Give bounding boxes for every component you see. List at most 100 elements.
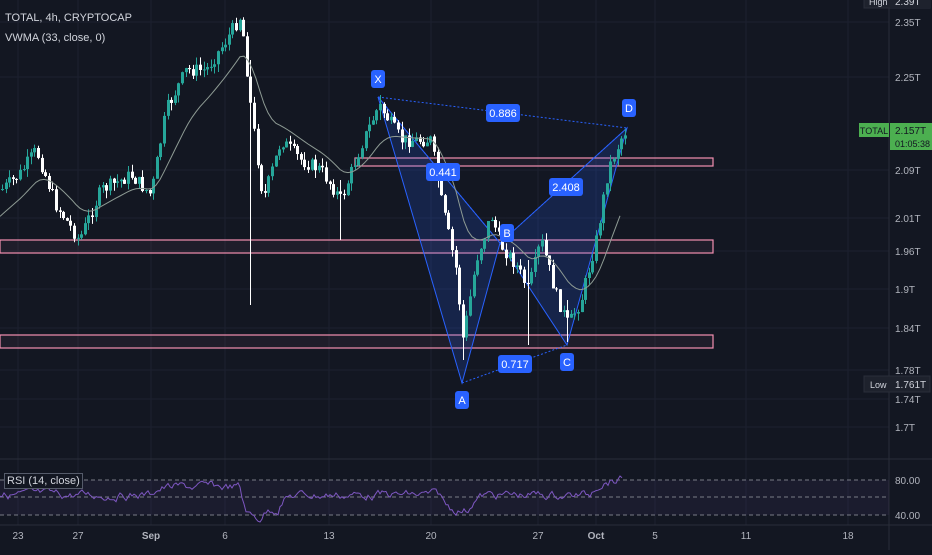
point-label-c: C (563, 357, 571, 369)
symbol-legend[interactable]: TOTAL, 4h, CRYPTOCAP (5, 12, 132, 24)
candle-body (401, 129, 404, 143)
candle-body (95, 205, 98, 218)
candle-body (530, 271, 533, 284)
candle-body (473, 274, 476, 297)
rsi-tick-label: 80.00 (895, 476, 920, 487)
price-axis[interactable]: 2.35T 2.25T 2.09T 2.01T 1.96T 1.9T 1.84T 1.78T 1… (859, 0, 932, 522)
candle-body (411, 140, 414, 147)
candle-body (296, 146, 299, 155)
candle-body (249, 76, 252, 103)
candle-body (609, 161, 612, 184)
point-label-bg-a (455, 391, 469, 409)
candle-body (177, 83, 180, 96)
candle-body (361, 148, 364, 158)
candle-body (350, 166, 353, 184)
ratio-label: 2.408 (552, 182, 580, 194)
candle-body (264, 191, 267, 193)
time-axis[interactable]: 23 27 Sep 6 13 20 27 Oct 5 11 18 (12, 531, 854, 542)
candle-body (33, 148, 36, 153)
candle-body (458, 267, 461, 305)
price-tick-label: 1.78T (895, 366, 921, 377)
candle-body (224, 44, 227, 48)
rsi-pane[interactable] (0, 475, 889, 523)
ratio-label-bg (486, 104, 520, 122)
candle-body (257, 128, 260, 166)
candle-body (253, 102, 256, 129)
candle-body (462, 304, 465, 338)
candle-body (397, 122, 400, 130)
candle-body (44, 172, 47, 176)
candle-body (30, 152, 33, 157)
low-tag-label: Low (870, 380, 887, 390)
candle-body (566, 310, 569, 318)
candle-body (599, 223, 602, 236)
candle-body (282, 147, 285, 150)
candle-body (415, 137, 418, 141)
candle-body (59, 210, 62, 212)
candle-body (624, 135, 627, 139)
candle-body (116, 181, 119, 183)
candle-body (87, 215, 90, 224)
vwma-legend[interactable]: VWMA (33, close, 0) (5, 32, 106, 44)
candle-body (343, 193, 346, 196)
candle-body (347, 183, 350, 196)
candle-body (527, 282, 530, 284)
time-tick-label: Sep (142, 531, 160, 542)
time-tick-label: 18 (842, 531, 854, 542)
candle-body (66, 218, 69, 221)
time-tick-label: 6 (222, 531, 228, 542)
last-price-value: 2.157T (895, 126, 926, 137)
rsi-tick-label: 40.00 (895, 511, 920, 522)
candle-body (581, 299, 584, 313)
candle-body (451, 229, 454, 251)
candle-body (239, 19, 242, 31)
candle-body (12, 177, 15, 179)
candle-body (91, 215, 94, 218)
candle-body (15, 178, 18, 180)
candle-body (300, 154, 303, 160)
candle-body (181, 72, 184, 84)
candle-body (8, 177, 11, 183)
candle-body (386, 113, 389, 121)
candle-body (123, 179, 126, 184)
price-tick-label: 1.96T (895, 247, 921, 258)
point-label-b: B (503, 228, 510, 240)
point-label-x: X (374, 74, 382, 86)
candle-body (109, 178, 112, 191)
point-label-bg-d (622, 99, 636, 117)
rsi-legend[interactable]: RSI (14, close) (4, 473, 83, 489)
pattern-labels[interactable]: X A B C D 0.886 0.441 2.408 0.717 (371, 70, 636, 409)
time-tick-label: 27 (72, 531, 84, 542)
candle-body (19, 169, 22, 180)
candle-body (620, 138, 623, 150)
candle-body (84, 223, 87, 235)
point-label-bg-x (371, 70, 385, 88)
candle-body (141, 176, 144, 192)
candle-body (48, 175, 51, 190)
candle-body (170, 99, 173, 103)
candle-body (422, 141, 425, 147)
time-tick-label: 23 (12, 531, 24, 542)
candle-body (390, 116, 393, 121)
candle-body (494, 219, 497, 228)
candle-body (138, 176, 141, 184)
price-tick-label: 1.9T (895, 285, 915, 296)
candle-body (188, 68, 191, 70)
candle-body (555, 288, 558, 290)
zone-rectangles[interactable] (0, 157, 714, 349)
rsi-line (0, 475, 623, 523)
candle-body (393, 116, 396, 123)
candle-body (570, 313, 573, 318)
candle-body (419, 137, 422, 142)
ratio-label-bg (549, 178, 583, 196)
candle-body (105, 185, 108, 191)
candle-body (534, 256, 537, 272)
candle-body (588, 272, 591, 279)
ratio-label: 0.717 (501, 359, 529, 371)
candle-body (149, 189, 152, 194)
candle-body (372, 120, 375, 125)
vwma-path (0, 55, 621, 291)
candle-body (573, 313, 576, 315)
